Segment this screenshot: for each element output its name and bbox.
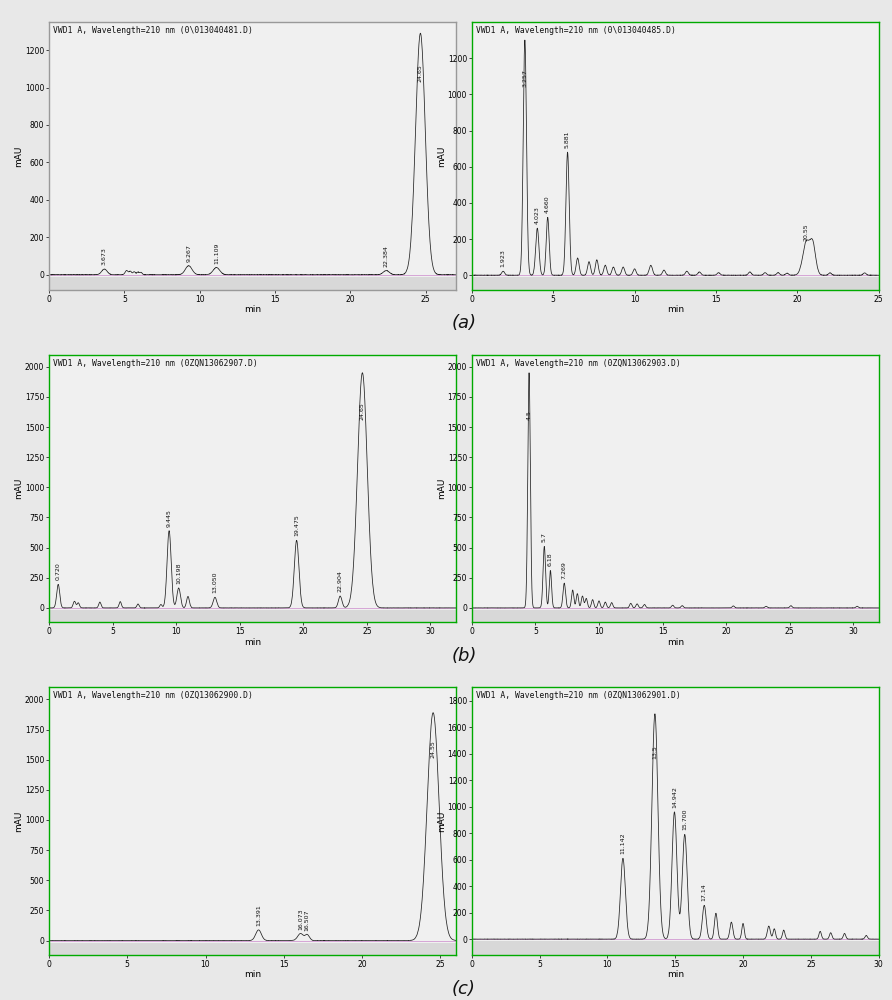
Bar xyxy=(472,941,879,955)
Text: 16.507: 16.507 xyxy=(305,909,310,931)
Text: 13.391: 13.391 xyxy=(256,904,261,926)
Text: 22.384: 22.384 xyxy=(384,245,389,267)
Text: 1.923: 1.923 xyxy=(500,249,506,267)
X-axis label: min: min xyxy=(244,638,261,647)
Text: 24.65: 24.65 xyxy=(359,402,365,420)
Text: (a): (a) xyxy=(451,314,476,332)
Text: 16.073: 16.073 xyxy=(298,908,303,930)
Text: 22.904: 22.904 xyxy=(338,570,343,592)
Y-axis label: mAU: mAU xyxy=(437,478,446,499)
Text: 20.55: 20.55 xyxy=(804,223,809,241)
Bar xyxy=(49,277,456,290)
Bar xyxy=(472,610,879,622)
Text: VWD1 A, Wavelength=210 nm (0ZQ13062900.D): VWD1 A, Wavelength=210 nm (0ZQ13062900.D… xyxy=(54,691,253,700)
Y-axis label: mAU: mAU xyxy=(437,810,446,832)
Text: 24.65: 24.65 xyxy=(418,64,423,82)
Text: 4.660: 4.660 xyxy=(545,196,550,213)
Text: 13.5: 13.5 xyxy=(652,745,657,759)
Text: 17.14: 17.14 xyxy=(702,884,706,901)
Text: (b): (b) xyxy=(451,647,476,665)
Text: 14.942: 14.942 xyxy=(672,786,677,808)
Text: VWD1 A, Wavelength=210 nm (0\013040481.D): VWD1 A, Wavelength=210 nm (0\013040481.D… xyxy=(54,26,253,35)
Text: 10.198: 10.198 xyxy=(177,562,181,584)
Bar xyxy=(472,277,879,290)
X-axis label: min: min xyxy=(244,305,261,314)
Text: 7.269: 7.269 xyxy=(562,561,566,579)
Text: 4.5: 4.5 xyxy=(526,410,532,420)
Text: VWD1 A, Wavelength=210 nm (0\013040485.D): VWD1 A, Wavelength=210 nm (0\013040485.D… xyxy=(476,26,676,35)
Text: 0.720: 0.720 xyxy=(55,563,61,580)
Bar xyxy=(49,943,456,955)
Text: VWD1 A, Wavelength=210 nm (0ZQN13062903.D): VWD1 A, Wavelength=210 nm (0ZQN13062903.… xyxy=(476,359,681,368)
X-axis label: min: min xyxy=(244,970,261,979)
Text: 13.050: 13.050 xyxy=(212,572,218,593)
Y-axis label: mAU: mAU xyxy=(14,145,23,167)
Text: 9.267: 9.267 xyxy=(186,244,191,262)
Text: 5.7: 5.7 xyxy=(541,532,547,542)
Y-axis label: mAU: mAU xyxy=(14,810,23,832)
Text: (c): (c) xyxy=(452,980,475,998)
X-axis label: min: min xyxy=(666,305,684,314)
Text: 15.700: 15.700 xyxy=(682,809,687,830)
Text: 11.109: 11.109 xyxy=(214,242,219,264)
Text: 11.142: 11.142 xyxy=(621,833,625,854)
Text: 19.475: 19.475 xyxy=(294,515,299,536)
Text: 3.673: 3.673 xyxy=(102,247,107,265)
Text: VWD1 A, Wavelength=210 nm (0ZQN13062901.D): VWD1 A, Wavelength=210 nm (0ZQN13062901.… xyxy=(476,691,681,700)
X-axis label: min: min xyxy=(666,638,684,647)
Text: 3.257: 3.257 xyxy=(523,69,527,87)
Text: 6.18: 6.18 xyxy=(548,553,553,566)
Y-axis label: mAU: mAU xyxy=(14,478,23,499)
Text: 5.881: 5.881 xyxy=(565,131,570,148)
Text: 24.55: 24.55 xyxy=(431,740,435,758)
Text: 4.023: 4.023 xyxy=(535,206,540,224)
Y-axis label: mAU: mAU xyxy=(437,145,446,167)
Text: 9.445: 9.445 xyxy=(167,509,171,527)
Bar xyxy=(49,610,456,622)
X-axis label: min: min xyxy=(666,970,684,979)
Text: VWD1 A, Wavelength=210 nm (0ZQN13062907.D): VWD1 A, Wavelength=210 nm (0ZQN13062907.… xyxy=(54,359,258,368)
